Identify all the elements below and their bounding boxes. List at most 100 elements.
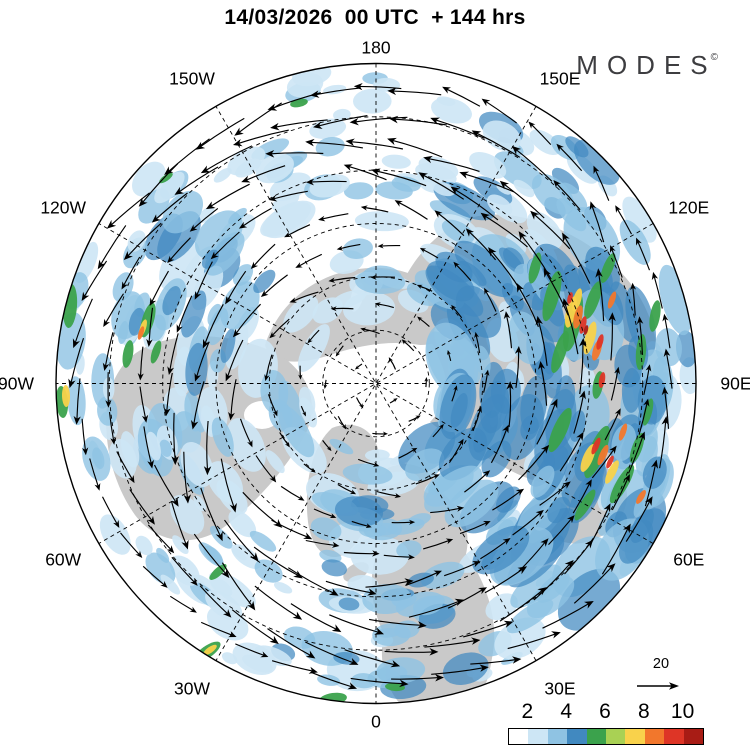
wind-arrow-head [543,268,552,278]
wind-arrow-head [459,171,470,179]
wind-arrow [171,556,196,584]
wind-arrow [357,458,377,466]
shading-blob [493,151,542,190]
wind-arrow [437,212,465,237]
wind-arrow-head [429,648,439,656]
shading-blob [375,627,400,638]
wave-maximum-streak [548,407,572,453]
wind-arrow [272,190,308,200]
longitude-line [98,223,654,544]
wind-arrow [122,256,141,287]
shading-blob [220,328,236,363]
wind-arrow [653,275,663,309]
wind-arrow-head [234,127,244,136]
wind-arrow-head [105,400,112,408]
wind-arrow [485,290,497,312]
wind-arrow-head [579,390,586,400]
shading-blob [310,517,342,541]
wind-arrow-head [615,205,622,213]
shading-blob [614,344,643,388]
shading-blob [120,431,140,468]
wind-arrow-head [68,378,76,389]
wind-arrow [430,507,461,514]
shading-blob [486,194,513,216]
shading-blob [204,231,245,276]
shading-blob [396,540,422,559]
wind-arrow-head [229,502,237,513]
wave-maximum-streak [584,425,610,479]
shading-blob [213,167,232,183]
shading-blob [278,404,315,458]
wind-arrow [310,180,347,183]
wind-arrow-head [556,143,564,152]
wind-arrow [515,350,520,388]
wind-arrow-head [503,620,514,628]
wind-arrow-head [164,166,174,175]
wind-arrow [384,650,434,653]
wind-arrow [213,231,240,257]
wind-arrow-head [110,437,117,445]
wind-arrow-head [595,268,603,278]
wind-arrow [372,432,386,435]
wind-arrow-head [457,438,464,446]
wind-arrow [572,482,591,514]
wind-arrow-head [484,369,490,377]
wind-arrow [573,394,584,434]
colorbar-swatches [508,728,704,745]
wind-arrow [271,519,309,538]
wind-arrow [515,148,553,182]
colorbar-tick-label: 2 [521,700,534,723]
wind-arrow [638,402,648,435]
shading-blob [260,369,289,414]
wind-arrow-head [409,519,416,525]
wind-arrow-head [200,165,211,174]
shading-blob [273,582,293,594]
shading-blob [424,465,483,514]
wind-arrow-head [121,281,128,290]
wind-arrow [548,517,573,545]
wind-arrow-head [484,287,490,295]
shading-blob [67,376,86,426]
wind-arrow-head [318,215,326,222]
wind-arrow [81,418,87,452]
shading-blob [205,589,243,621]
colorbar-tick-label: 8 [637,700,650,723]
wind-arrow [310,671,353,688]
wind-arrow-head [189,606,197,613]
wind-arrow-head [553,180,561,189]
wind-arrow-head [264,374,270,382]
shading-blob [271,192,300,211]
wind-arrow-head [174,186,185,195]
wind-arrow-head [419,247,427,253]
wind-arrow [245,165,286,181]
wind-arrow-head [630,282,637,291]
wind-arrow [287,224,311,237]
shading-blob [127,230,146,252]
wave-maximum-streak [649,300,661,332]
wind-arrow [415,475,437,485]
shading-blob [376,657,426,684]
wind-arrow-head [268,195,278,202]
wind-arrow-head [535,509,544,518]
wind-arrow [601,527,629,575]
wave-maximum-streak [551,330,569,374]
wind-arrow [389,399,396,404]
wind-arrow-head [72,338,80,349]
shading-blob [315,136,345,157]
wind-arrow-head [663,348,671,357]
wind-arrow-head [171,497,179,507]
wind-arrow-head [194,372,201,382]
wind-arrow [659,420,667,469]
wind-arrow-head [305,650,316,659]
wind-arrow [169,333,179,371]
wind-arrow-head [250,261,259,269]
wind-arrow [303,463,314,472]
wind-arrow [579,342,584,395]
wind-arrow [616,208,633,235]
wind-arrow [254,585,299,618]
wind-arrow [142,565,166,586]
wind-arrow-head [499,180,510,190]
wind-arrow [665,352,673,389]
wind-arrow [199,117,245,148]
shading-blob [412,595,443,616]
